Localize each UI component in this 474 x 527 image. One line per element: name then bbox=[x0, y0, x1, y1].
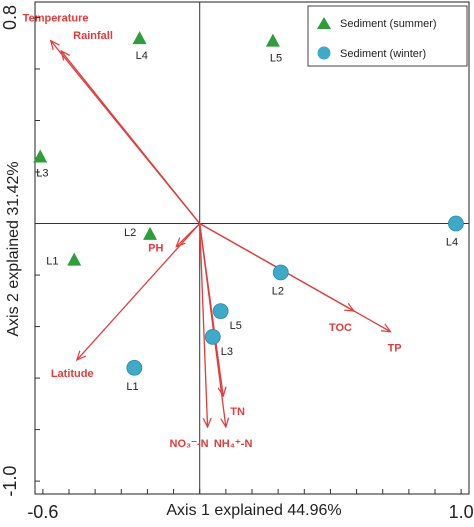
winter-site-label: L2 bbox=[272, 285, 284, 297]
x-tick-label: 1.0 bbox=[449, 502, 474, 522]
legend-entry-winter: Sediment (winter) bbox=[340, 48, 426, 60]
legend-circle-icon bbox=[317, 46, 331, 60]
vector-nh-n-arrow bbox=[199, 223, 226, 427]
summer-sample-point bbox=[33, 149, 48, 163]
legend-entry-summer: Sediment (summer) bbox=[340, 18, 437, 30]
winter-site-label: L4 bbox=[446, 237, 458, 249]
winter-site-label: L3 bbox=[221, 346, 233, 358]
winter-sample-point bbox=[448, 215, 464, 232]
y-tick-label: -1.0 bbox=[0, 466, 20, 497]
summer-site-label: L4 bbox=[136, 50, 148, 62]
x-axis-title: Axis 1 explained 44.96% bbox=[166, 502, 341, 519]
legend-triangle-icon bbox=[317, 17, 331, 29]
summer-site-label: L5 bbox=[270, 53, 282, 65]
legend-box bbox=[307, 5, 468, 67]
y-tick-label: 0.8 bbox=[0, 5, 20, 30]
winter-sample-point bbox=[272, 264, 289, 281]
summer-sample-point bbox=[132, 31, 147, 45]
winter-site-label: L5 bbox=[230, 320, 242, 332]
y-axis-title: Axis 2 explained 31.42% bbox=[5, 161, 22, 336]
summer-site-label: L2 bbox=[124, 227, 136, 239]
vector-latitude-arrow bbox=[77, 223, 201, 361]
winter-site-label: L1 bbox=[126, 381, 138, 393]
vector-label: NO₃⁻-N bbox=[170, 438, 209, 450]
winter-sample-point bbox=[126, 359, 143, 376]
vector-label: Rainfall bbox=[73, 30, 113, 42]
vector-label: Temperature bbox=[23, 13, 89, 25]
vector-rainfall-arrow bbox=[61, 51, 201, 224]
vector-label: PH bbox=[148, 243, 163, 255]
plot-frame bbox=[34, 1, 470, 495]
legend: Sediment (summer) Sediment (winter) bbox=[307, 5, 468, 67]
winter-sample-point bbox=[212, 303, 229, 320]
summer-sample-point bbox=[143, 226, 158, 240]
x-tick-label: -0.6 bbox=[27, 502, 58, 522]
winter-sample-point bbox=[204, 328, 221, 345]
summer-site-label: L3 bbox=[36, 168, 48, 180]
vector-label: Latitude bbox=[51, 368, 94, 380]
vector-label: TN bbox=[230, 406, 245, 418]
summer-sample-point bbox=[265, 33, 280, 47]
summer-sample-point bbox=[67, 252, 82, 266]
vector-label: NH₄⁺-N bbox=[214, 438, 253, 450]
vector-no-n-arrow bbox=[199, 223, 208, 427]
vector-tp-arrow bbox=[199, 222, 391, 332]
summer-site-label: L1 bbox=[46, 256, 58, 268]
vector-label: TP bbox=[388, 343, 402, 355]
vector-label: TOC bbox=[329, 322, 352, 334]
